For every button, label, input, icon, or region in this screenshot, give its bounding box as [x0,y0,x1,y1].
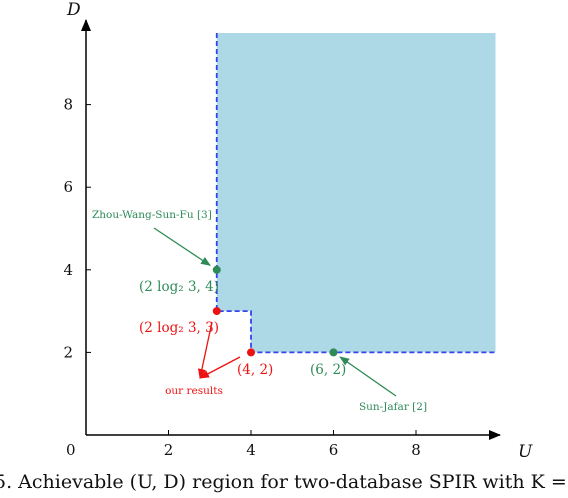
x-tick-label: 8 [411,441,421,459]
y-tick-label: 8 [63,96,73,114]
x-tick-label: 6 [329,441,339,459]
arrow-zhou-wang-sun-fu [153,227,211,266]
y-axis-label: D [66,0,81,20]
y-tick-label: 2 [63,343,73,361]
axis-ticks: 2 4 6 8 2 4 6 8 [63,96,420,459]
label-sunjafar: (6, 2) [310,362,346,378]
achievable-region-chart: 2 4 6 8 2 4 6 8 U D 0 (2 log₂ 3, 4) (2 log₂ 3, 3… [63,0,533,462]
point-sunjafar [329,348,338,357]
x-tick-label: 2 [164,441,174,459]
data-points [212,265,338,357]
x-axis-label: U [518,442,533,462]
origin-label: 0 [66,441,76,459]
figure-caption: 5. Achievable (U, D) region for two-data… [0,471,568,498]
label-zhou: (2 log₂ 3, 4) [139,279,219,295]
label-ours-a: (2 log₂ 3, 3) [139,320,219,336]
point-ours-b [247,348,255,357]
point-zhou [212,265,221,274]
arrow-our-results [197,321,213,379]
annotation-arrows [153,227,397,397]
point-ours-a [212,307,221,316]
arrow-our-results [199,356,241,379]
label-ours-b: (4, 2) [237,362,273,378]
arrow-sun-jafar [339,356,397,397]
annotation-texts: Zhou-Wang-Sun-Fu [3] our results Sun-Jafar… [92,209,427,413]
annotation-sun-jafar: Sun-Jafar [2] [359,401,427,413]
x-tick-label: 4 [246,441,256,459]
y-tick-label: 6 [63,178,73,196]
annotation-zhou-wang-sun-fu: Zhou-Wang-Sun-Fu [3] [92,209,212,221]
point-labels: (2 log₂ 3, 4) (2 log₂ 3, 3) (4, 2) (6, 2) [139,279,346,378]
caption-text: 5. Achievable (U, D) region for two-data… [0,471,568,493]
annotation-our-results: our results [165,385,223,397]
achievable-region [216,33,496,353]
y-tick-label: 4 [63,261,73,279]
